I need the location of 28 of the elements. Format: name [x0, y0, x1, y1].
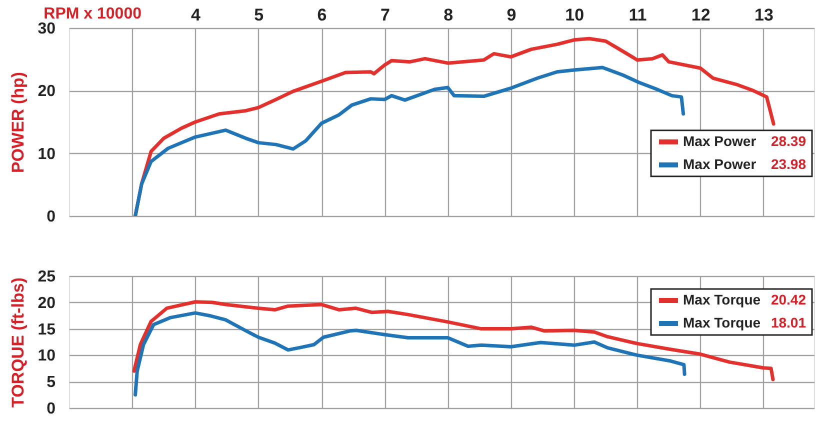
y-tick-label: 0	[46, 208, 56, 226]
legend-label: Max Torque 20.42	[683, 292, 806, 308]
x-tick-label: 6	[317, 6, 327, 24]
y-tick-label: 25	[38, 268, 56, 286]
y-tick-label: 10	[38, 146, 56, 163]
y-tick-label: 20	[38, 294, 56, 312]
x-tick-label: 8	[444, 6, 454, 24]
y-axis-title: POWER (hp)	[8, 72, 28, 174]
x-axis-title: RPM x 10000	[44, 6, 142, 22]
y-tick-label: 15	[38, 321, 56, 338]
legend-label: Max Power 23.98	[683, 156, 806, 172]
x-tick-label: 4	[191, 6, 202, 24]
x-tick-label: 10	[565, 6, 584, 24]
legend-label: Max Torque 18.01	[683, 314, 806, 330]
x-tick-label: 9	[506, 6, 516, 24]
x-tick-label: 13	[754, 6, 774, 24]
y-tick-label: 30	[38, 20, 56, 38]
y-tick-label: 20	[38, 83, 56, 100]
x-tick-label: 12	[691, 6, 710, 24]
line-series	[134, 66, 686, 216]
y-axis-title: TORQUE (ft-lbs)	[8, 277, 28, 408]
x-tick-label: 5	[254, 6, 264, 24]
y-tick-label: 5	[46, 374, 56, 392]
x-tick-label: 11	[628, 6, 647, 24]
legend-label: Max Power 28.39	[683, 132, 806, 149]
y-tick-label: 10	[38, 348, 56, 365]
y-tick-label: 0	[46, 400, 56, 418]
x-tick-label: 7	[380, 6, 390, 24]
